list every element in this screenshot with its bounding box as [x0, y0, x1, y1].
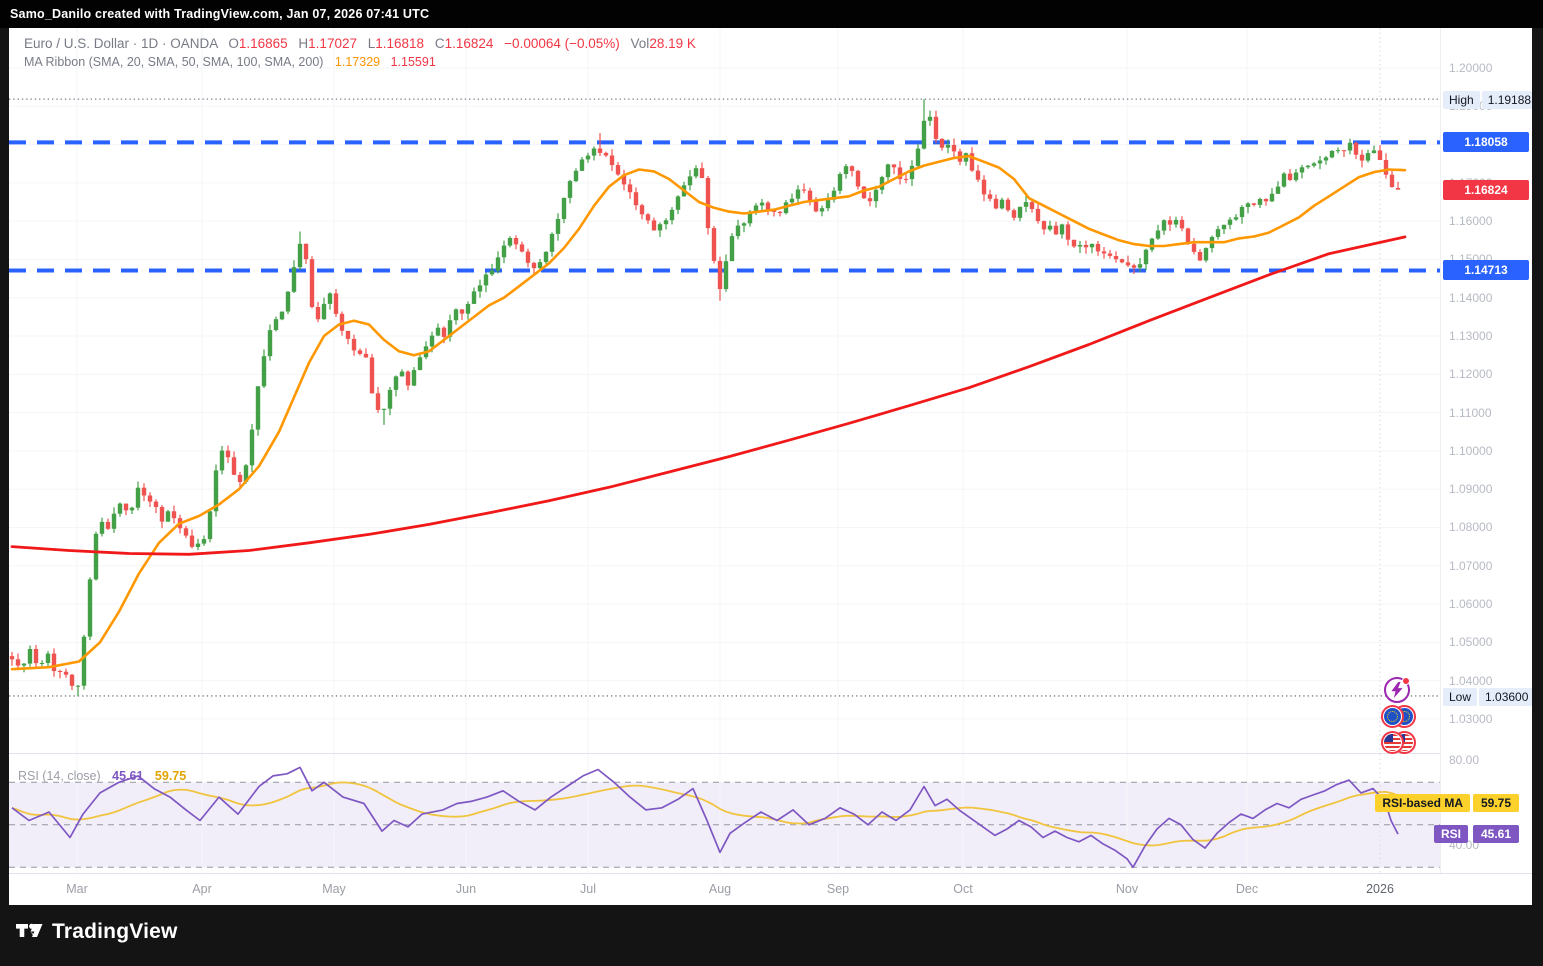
high-price-marker: High 1.19188	[1443, 91, 1532, 109]
price-tick: 1.06000	[1449, 597, 1493, 611]
price-tick: 1.16000	[1449, 214, 1493, 228]
rsi-line	[11, 766, 1399, 869]
time-axis[interactable]: Mar Apr May Jun Jul Aug Sep Oct Nov Dec 2026	[9, 873, 1532, 905]
ohlc-high-value: 1.17027	[308, 36, 357, 51]
month-label: Nov	[1115, 882, 1139, 896]
tradingview-logo-icon	[16, 923, 43, 937]
high-value: 1.19188	[1481, 91, 1532, 109]
ohlc-low-label: L	[367, 36, 376, 51]
month-label: May	[322, 882, 346, 896]
volume-label: Vol	[630, 36, 650, 51]
price-tick: 1.08000	[1449, 520, 1493, 534]
ohlc-open-label: O	[228, 36, 239, 51]
low-label: Low	[1443, 688, 1478, 706]
resistance-level-badge: 1.18058	[1443, 132, 1529, 152]
tradingview-logo[interactable]: TradingView	[16, 920, 178, 944]
price-tick: 1.11000	[1449, 406, 1492, 420]
price-tick: 1.09000	[1449, 482, 1493, 496]
ohlc-close-label: C	[434, 36, 445, 51]
rsi-header: RSI (14, close) 45.61 59.75	[18, 769, 186, 783]
ohlc-high-label: H	[298, 36, 309, 51]
ma-ribbon-label[interactable]: MA Ribbon (SMA, 20, SMA, 50, SMA, 100, S…	[24, 55, 324, 69]
notification-dot	[1402, 677, 1410, 685]
ma-slow-value: 1.15591	[390, 55, 436, 69]
chart-window: Euro / U.S. Dollar · 1D · OANDA O1.16865…	[9, 28, 1532, 905]
price-tick: 1.05000	[1449, 635, 1493, 649]
low-price-marker: Low 1.03600	[1443, 688, 1532, 706]
ma-ribbon-header: MA Ribbon (SMA, 20, SMA, 50, SMA, 100, S…	[24, 55, 436, 69]
month-label: Aug	[708, 882, 732, 896]
price-chart-canvas[interactable]	[9, 28, 1440, 753]
price-tick: 1.07000	[1449, 559, 1493, 573]
sma-fast-line	[10, 154, 1407, 671]
tradingview-logo-text: TradingView	[52, 920, 178, 943]
rsi-value-badge: 45.61	[1473, 825, 1519, 843]
rsi-ma-current-value: 59.75	[154, 769, 187, 783]
eu-flag-icon	[1381, 705, 1404, 728]
support-level-badge: 1.14713	[1443, 260, 1529, 280]
ohlc-low-value: 1.16818	[375, 36, 425, 51]
symbol-header: Euro / U.S. Dollar · 1D · OANDA O1.16865…	[24, 36, 696, 51]
attribution-text: Samo_Danilo created with TradingView.com…	[10, 7, 430, 21]
month-label: Mar	[66, 882, 88, 896]
rsi-name-badge: RSI	[1433, 825, 1468, 843]
rsi-pane	[9, 753, 1440, 874]
year-label: 2026	[1366, 882, 1394, 896]
ohlc-open-value: 1.16865	[238, 36, 288, 51]
month-label: Sep	[826, 882, 850, 896]
candles	[9, 99, 1401, 696]
price-tick: 1.10000	[1449, 444, 1493, 458]
rsi-title[interactable]: RSI (14, close)	[18, 769, 101, 783]
price-tick: 1.04000	[1449, 674, 1493, 688]
ma-fast-value: 1.17329	[334, 55, 381, 69]
month-label: Apr	[192, 882, 212, 896]
month-label: Jul	[580, 882, 596, 896]
volume-value: 28.19 K	[649, 36, 696, 51]
rsi-ma-line	[11, 781, 1399, 847]
price-tick: 1.14000	[1449, 291, 1493, 305]
rsi-ma-name-badge: RSI-based MA	[1375, 794, 1470, 812]
attribution-bar: Samo_Danilo created with TradingView.com…	[0, 0, 1543, 28]
price-tick: 1.03000	[1449, 712, 1493, 726]
price-tick: 1.13000	[1449, 329, 1493, 343]
lightning-icon	[1384, 677, 1410, 703]
low-value: 1.03600	[1479, 688, 1532, 706]
us-flag-icon	[1381, 731, 1404, 754]
rsi-current-value: 45.61	[112, 769, 144, 783]
price-tick: 1.20000	[1449, 61, 1493, 75]
rsi-ma-value-badge: 59.75	[1473, 794, 1519, 812]
sma-slow-line	[10, 235, 1407, 556]
change-value: −0.00064 (−0.05%)	[504, 36, 620, 51]
month-label: Jun	[455, 882, 477, 896]
rsi-tick: 80.00	[1449, 753, 1480, 767]
price-tick: 1.12000	[1449, 367, 1493, 381]
last-price-badge: 1.16824	[1443, 180, 1529, 200]
ohlc-close-value: 1.16824	[444, 36, 494, 51]
month-label: Dec	[1235, 882, 1259, 896]
month-label: Oct	[953, 882, 973, 896]
price-axis[interactable]: USD 1.200001.190001.180001.170001.160001…	[1440, 28, 1532, 873]
symbol-title[interactable]: Euro / U.S. Dollar · 1D · OANDA	[24, 36, 218, 51]
high-label: High	[1443, 91, 1480, 109]
rsi-chart-canvas[interactable]	[9, 754, 1440, 874]
